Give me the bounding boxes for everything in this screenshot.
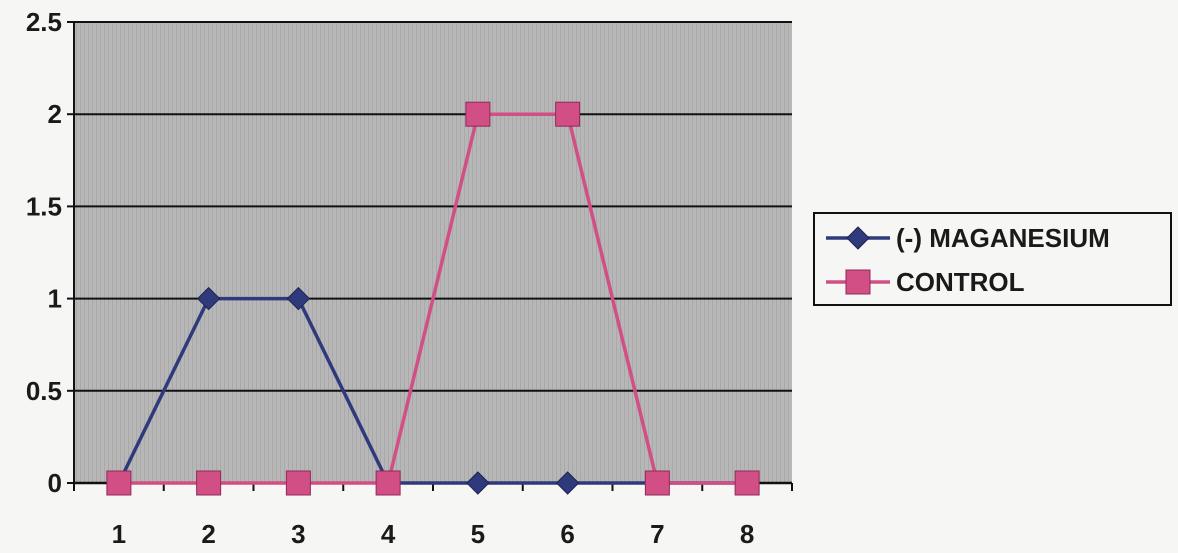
series-layer <box>106 101 760 496</box>
y-tick-label: 1.5 <box>26 191 62 221</box>
data-point <box>644 470 670 496</box>
data-point <box>196 286 221 311</box>
legend-marker <box>845 269 871 295</box>
series-line <box>118 112 748 485</box>
x-tick-label: 8 <box>740 519 754 548</box>
x-tick-label: 2 <box>201 519 215 548</box>
legend-label: CONTROL <box>896 267 1025 297</box>
axes: 0 0.5 1 1.5 2 2.5 1 2 3 4 5 6 7 8 <box>26 7 793 549</box>
x-tick-label: 3 <box>291 519 305 548</box>
data-point <box>285 470 311 496</box>
legend-item: (-) MAGANESIUM <box>826 223 1110 253</box>
x-tick-label: 7 <box>650 519 664 548</box>
x-tick-label: 6 <box>560 519 574 548</box>
series-line <box>117 296 748 485</box>
x-tick-label: 1 <box>112 519 126 548</box>
x-tick-label: 5 <box>471 519 485 548</box>
legend-item: CONTROL <box>826 267 1025 297</box>
data-point <box>555 471 580 495</box>
data-point <box>106 470 132 496</box>
plot-area <box>74 22 792 483</box>
data-point <box>555 101 581 127</box>
y-tick-label: 2.5 <box>26 7 62 37</box>
legend-marker <box>846 226 870 250</box>
x-tick-label: 4 <box>381 519 396 548</box>
y-tick-label: 2 <box>48 99 62 129</box>
series-control <box>106 101 760 496</box>
data-point <box>375 470 401 496</box>
y-tick-label: 0 <box>48 468 62 498</box>
data-point <box>734 470 760 496</box>
data-point <box>466 471 490 495</box>
plot-background <box>74 22 792 483</box>
legend-label: (-) MAGANESIUM <box>896 223 1110 253</box>
y-tick-label: 1 <box>48 284 62 314</box>
data-point <box>465 101 491 127</box>
data-point <box>196 470 222 496</box>
legend: (-) MAGANESIUM CONTROL <box>813 212 1172 306</box>
legend-box <box>813 212 1172 306</box>
y-tick-label: 0.5 <box>26 376 62 406</box>
data-point <box>286 286 311 311</box>
